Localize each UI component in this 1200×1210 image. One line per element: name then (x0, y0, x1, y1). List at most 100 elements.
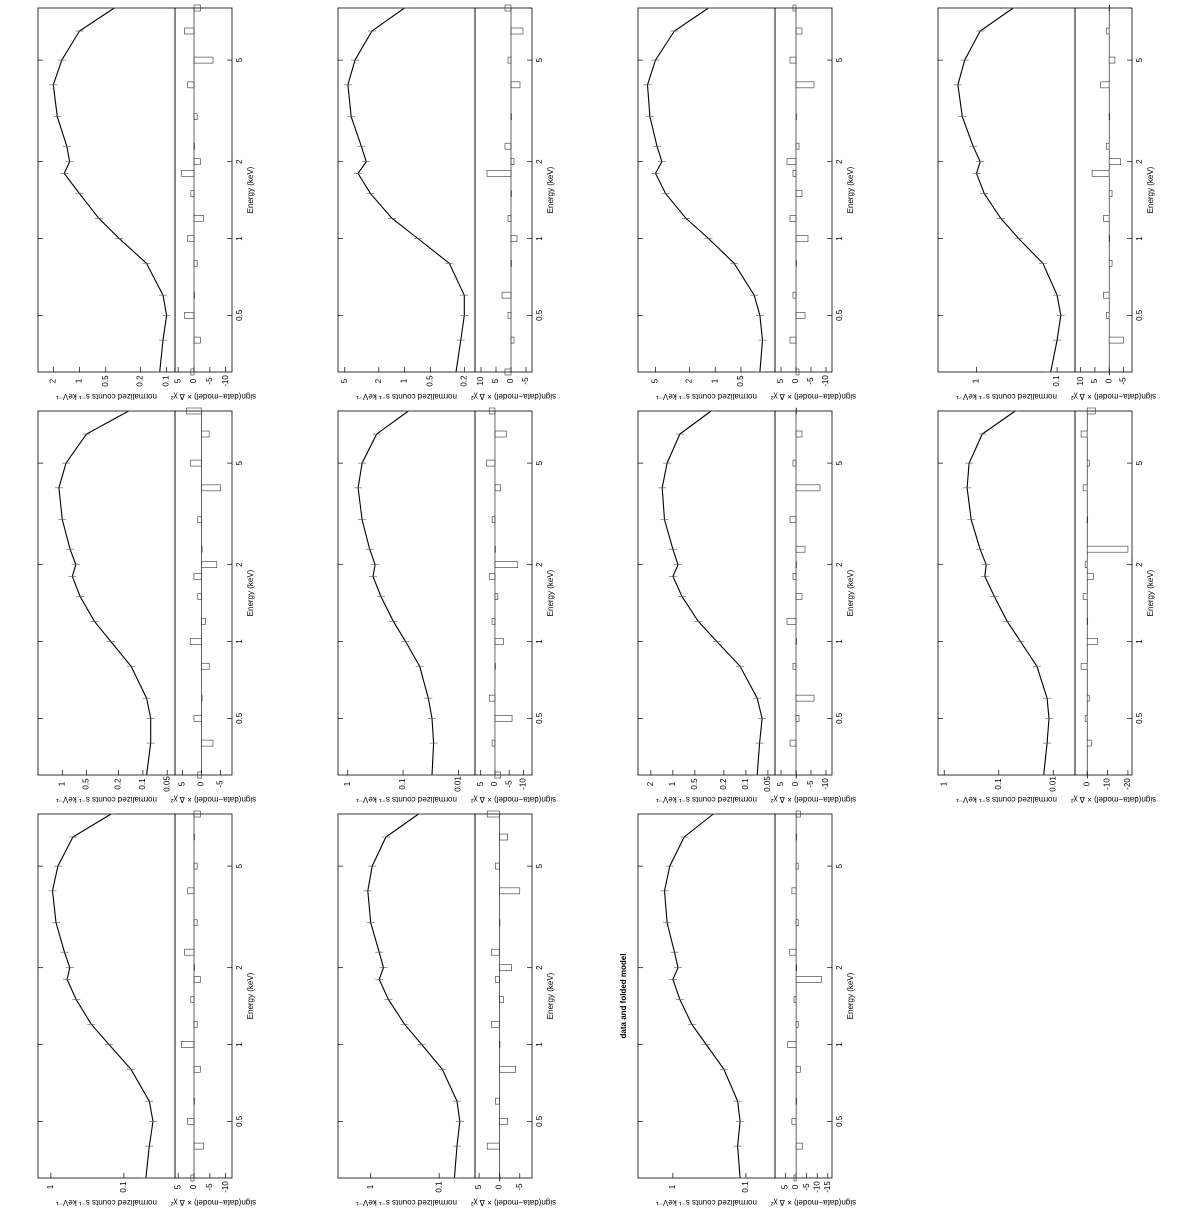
residual-bar (795, 862, 799, 870)
y2-axis-label: sign(data−model) × Δ χ² (171, 795, 256, 804)
y2-axis-label: sign(data−model) × Δ χ² (471, 1198, 556, 1207)
residual-bar (789, 948, 797, 956)
residual-bar (187, 81, 195, 89)
residual-bar (189, 459, 202, 467)
residual-bar (193, 4, 201, 12)
y-tick-label: 1 (366, 1184, 375, 1189)
residual-bar (795, 964, 797, 971)
x-axis-label: Energy (keV) (246, 166, 255, 213)
model-curve (52, 7, 168, 373)
residual-bar (193, 1142, 204, 1150)
residual-bar (795, 638, 797, 645)
residual-bar (1108, 4, 1110, 12)
y2-tick-label: -5 (515, 1183, 524, 1191)
residual-bar (1108, 158, 1121, 165)
residual-frame (774, 410, 833, 776)
x-tick-label: 2 (835, 562, 844, 567)
x-tick-label: 1 (235, 639, 244, 644)
residual-bar (795, 142, 800, 150)
residual-bar (795, 27, 803, 35)
residual-bar (1103, 215, 1110, 222)
residual-bar (510, 190, 512, 197)
y-tick-label: 1 (57, 781, 66, 786)
y-axis-label: normalized counts s⁻¹ keV⁻¹ (56, 1198, 157, 1207)
residual-bar (193, 56, 214, 64)
y-tick-label: 1 (75, 378, 84, 383)
residual-bar (792, 170, 797, 177)
residual-bar (1108, 113, 1110, 121)
y2-axis-label: sign(data−model) × Δ χ² (771, 392, 856, 401)
y-tick-label: 0.1 (1052, 375, 1061, 387)
spectrum-frame (37, 813, 176, 1179)
spectrum-frame (637, 813, 776, 1179)
spectrum-frame (637, 410, 776, 776)
y-tick-label: 0.5 (82, 778, 91, 790)
residual-bar (193, 1065, 201, 1073)
x-tick-label: 5 (535, 57, 544, 62)
residual-bar (201, 484, 221, 492)
residual-bar (197, 771, 202, 779)
residual-bar (491, 618, 496, 625)
y2-tick-label: -10 (821, 375, 830, 387)
x-axis-label: Energy (keV) (246, 569, 255, 616)
y-tick-label: 0.01 (1048, 776, 1057, 792)
residual-bar (795, 190, 803, 197)
residual-bar (193, 1021, 198, 1028)
residual-bar (181, 170, 195, 177)
x-axis-label: Energy (keV) (246, 972, 255, 1019)
residual-bar (1106, 312, 1110, 319)
x-tick-label: 0.5 (535, 712, 544, 724)
y2-axis-label: sign(data−model) × Δ χ² (471, 795, 556, 804)
residual-bar (1086, 516, 1089, 524)
y-tick-label: 2 (48, 378, 57, 383)
x-tick-label: 1 (535, 1042, 544, 1047)
residual-bar (1080, 430, 1088, 438)
residual-bar (494, 545, 496, 553)
y-tick-label: 0.05 (763, 776, 772, 792)
residual-bar (187, 235, 195, 242)
x-tick-label: 5 (835, 57, 844, 62)
residual-bar (792, 662, 797, 670)
model-curve (957, 7, 1062, 373)
residual-bar (201, 662, 210, 670)
residual-bar (190, 190, 195, 197)
residual-bar (193, 291, 195, 299)
residual-bar (197, 593, 202, 600)
residual-bar (193, 919, 198, 927)
residual-bar (510, 113, 512, 121)
y-tick-label: 5 (340, 378, 349, 383)
residual-bar (789, 739, 797, 747)
x-axis-label: Energy (keV) (546, 972, 555, 1019)
residual-bar (504, 4, 512, 12)
x-axis-label: Energy (keV) (846, 166, 855, 213)
residual-bar (786, 618, 797, 625)
x-axis-label: Energy (keV) (546, 569, 555, 616)
y2-axis-label: sign(data−model) × Δ χ² (171, 1198, 256, 1207)
residual-frame (774, 813, 833, 1179)
y-tick-label: 2 (685, 378, 694, 383)
residual-bar (789, 336, 797, 344)
y2-tick-label: 0 (791, 781, 800, 786)
spectrum-frame (337, 813, 476, 1179)
residual-bar (1086, 573, 1094, 580)
y-tick-label: 1 (400, 378, 409, 383)
y-tick-label: 1 (939, 781, 948, 786)
x-tick-label: 5 (1135, 57, 1144, 62)
residual-bar (490, 948, 500, 956)
residual-bar (488, 694, 496, 702)
y2-tick-label: -10 (821, 778, 830, 790)
residual-bar (1106, 27, 1110, 35)
residual-bar (1086, 618, 1089, 625)
residual-bar (499, 887, 521, 895)
residual-bar (789, 56, 797, 64)
y2-tick-label: 0 (189, 378, 198, 383)
residual-bar (1086, 545, 1129, 553)
residual-bar (193, 833, 195, 841)
y-tick-label: 1 (46, 1184, 55, 1189)
residual-bar (795, 235, 809, 242)
residual-bar (791, 1118, 797, 1125)
model-curve (367, 813, 461, 1179)
x-tick-label: 5 (835, 863, 844, 868)
x-tick-label: 0.5 (235, 309, 244, 321)
residual-bar (1086, 771, 1089, 779)
